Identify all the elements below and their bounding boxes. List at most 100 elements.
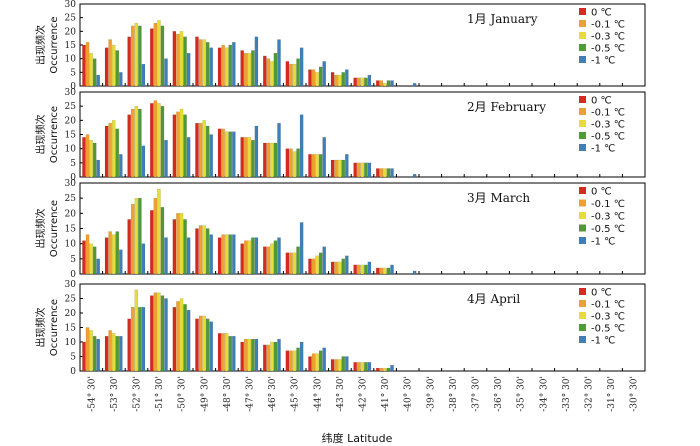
bar-4-3-8 <box>247 338 252 372</box>
bar-4-2-13 <box>357 362 361 372</box>
bar-4-4-3 <box>138 307 142 372</box>
bar-1-5-15 <box>412 83 417 87</box>
bar-1-4-11 <box>318 66 323 87</box>
bar-3-4-8 <box>251 237 255 275</box>
bar-3-5-8 <box>254 237 259 275</box>
bar-3-4-3 <box>138 198 142 275</box>
bar-4-1-2 <box>104 336 109 372</box>
bar-1-1-1 <box>82 44 86 87</box>
panel-title-1: 1月 January <box>467 12 538 26</box>
x-tick-label: -41° 30' <box>381 376 391 412</box>
legend-label-5: -1 ℃ <box>591 336 615 347</box>
bar-1-2-2 <box>108 39 112 87</box>
bar-3-1-11 <box>308 258 312 275</box>
bar-2-2-13 <box>357 162 361 178</box>
bar-1-1-6 <box>195 36 199 87</box>
bar-1-1-5 <box>172 31 177 87</box>
bar-4-2-11 <box>311 353 316 372</box>
bar-4-2-6 <box>198 315 203 372</box>
legend-label-5: -1 ℃ <box>591 237 615 248</box>
y-axis-title-cn: 出现频次 <box>34 209 47 249</box>
bar-2-4-7 <box>228 131 232 178</box>
bar-2-5-8 <box>254 125 259 178</box>
bar-1-3-14 <box>383 83 387 87</box>
y-axis-title-cn: 出现频次 <box>34 115 47 155</box>
legend-label-4: -0.5 ℃ <box>591 44 625 55</box>
bar-2-1-3 <box>127 114 131 178</box>
x-tick-label: -45° 30' <box>291 376 301 412</box>
bar-3-2-1 <box>85 234 90 275</box>
bar-4-4-9 <box>273 341 278 372</box>
bar-3-5-10 <box>299 222 304 275</box>
legend-label-3: -0.3 ℃ <box>591 312 625 323</box>
bar-3-5-15 <box>412 270 417 275</box>
bar-1-3-13 <box>360 77 365 87</box>
legend-swatch-1 <box>579 96 586 103</box>
legend-swatch-5 <box>579 144 586 151</box>
legend-swatch-2 <box>579 108 586 115</box>
x-tick-label: -54° 30' <box>87 376 97 412</box>
bar-4-4-2 <box>115 336 119 372</box>
y-tick-label: 25 <box>65 194 77 204</box>
bar-1-1-4 <box>150 28 154 87</box>
bar-4-1-5 <box>172 307 177 372</box>
bar-4-3-7 <box>224 333 229 372</box>
bar-3-1-4 <box>150 210 154 275</box>
x-tick-label: -32° 30' <box>585 376 595 412</box>
bar-3-1-6 <box>195 228 199 275</box>
y-tick-label: 15 <box>65 225 77 235</box>
legend-label-2: -0.1 ℃ <box>591 199 625 210</box>
bar-1-4-10 <box>296 58 300 87</box>
bar-2-5-1 <box>96 159 100 178</box>
bar-1-5-3 <box>141 63 146 87</box>
bar-2-3-13 <box>360 162 365 178</box>
bar-2-2-7 <box>221 128 225 178</box>
legend-swatch-3 <box>579 212 586 219</box>
bar-1-2-12 <box>334 74 338 87</box>
y-tick-label: 25 <box>65 102 77 112</box>
bar-1-3-2 <box>111 44 116 87</box>
bar-1-4-3 <box>138 25 142 87</box>
bar-1-5-10 <box>299 47 304 87</box>
bar-2-3-12 <box>337 159 342 178</box>
bar-4-5-12 <box>345 356 349 372</box>
y-tick-label: 0 <box>70 173 76 183</box>
bar-3-3-5 <box>179 213 184 275</box>
bar-3-2-11 <box>311 258 316 275</box>
legend-label-3: -0.3 ℃ <box>591 32 625 43</box>
bar-4-5-2 <box>119 336 123 372</box>
bar-2-2-1 <box>85 134 90 178</box>
y-tick-label: 5 <box>70 159 76 169</box>
bar-2-2-5 <box>176 111 180 178</box>
bar-1-5-12 <box>345 69 349 87</box>
bar-4-3-10 <box>292 350 297 372</box>
y-tick-label: 25 <box>65 295 77 305</box>
bar-3-1-8 <box>240 243 244 275</box>
bar-4-3-1 <box>89 330 93 372</box>
bar-4-5-1 <box>96 338 100 372</box>
bar-2-1-12 <box>330 159 335 178</box>
bar-2-5-15 <box>412 174 417 178</box>
bar-3-3-7 <box>224 234 229 275</box>
bar-2-1-11 <box>308 154 312 178</box>
bar-1-3-8 <box>247 53 252 87</box>
bar-2-3-3 <box>134 106 139 178</box>
bar-1-5-9 <box>277 39 281 87</box>
bar-3-5-12 <box>345 255 349 275</box>
legend-label-1: 0 ℃ <box>591 8 612 19</box>
x-tick-label: -46° 30' <box>268 376 278 412</box>
bar-2-4-6 <box>205 125 210 178</box>
bar-4-4-11 <box>318 350 323 372</box>
bar-2-5-13 <box>367 162 372 178</box>
bar-2-5-12 <box>345 154 349 178</box>
bar-1-3-6 <box>202 39 206 87</box>
y-tick-label: 0 <box>70 367 76 377</box>
bar-4-5-13 <box>367 362 372 372</box>
bar-3-5-9 <box>277 237 281 275</box>
bar-1-5-6 <box>209 47 213 87</box>
legend-swatch-1 <box>579 288 586 295</box>
bar-1-5-2 <box>119 72 123 87</box>
bar-3-1-13 <box>353 264 357 275</box>
bar-1-4-5 <box>183 36 187 87</box>
bar-4-2-3 <box>131 307 135 372</box>
